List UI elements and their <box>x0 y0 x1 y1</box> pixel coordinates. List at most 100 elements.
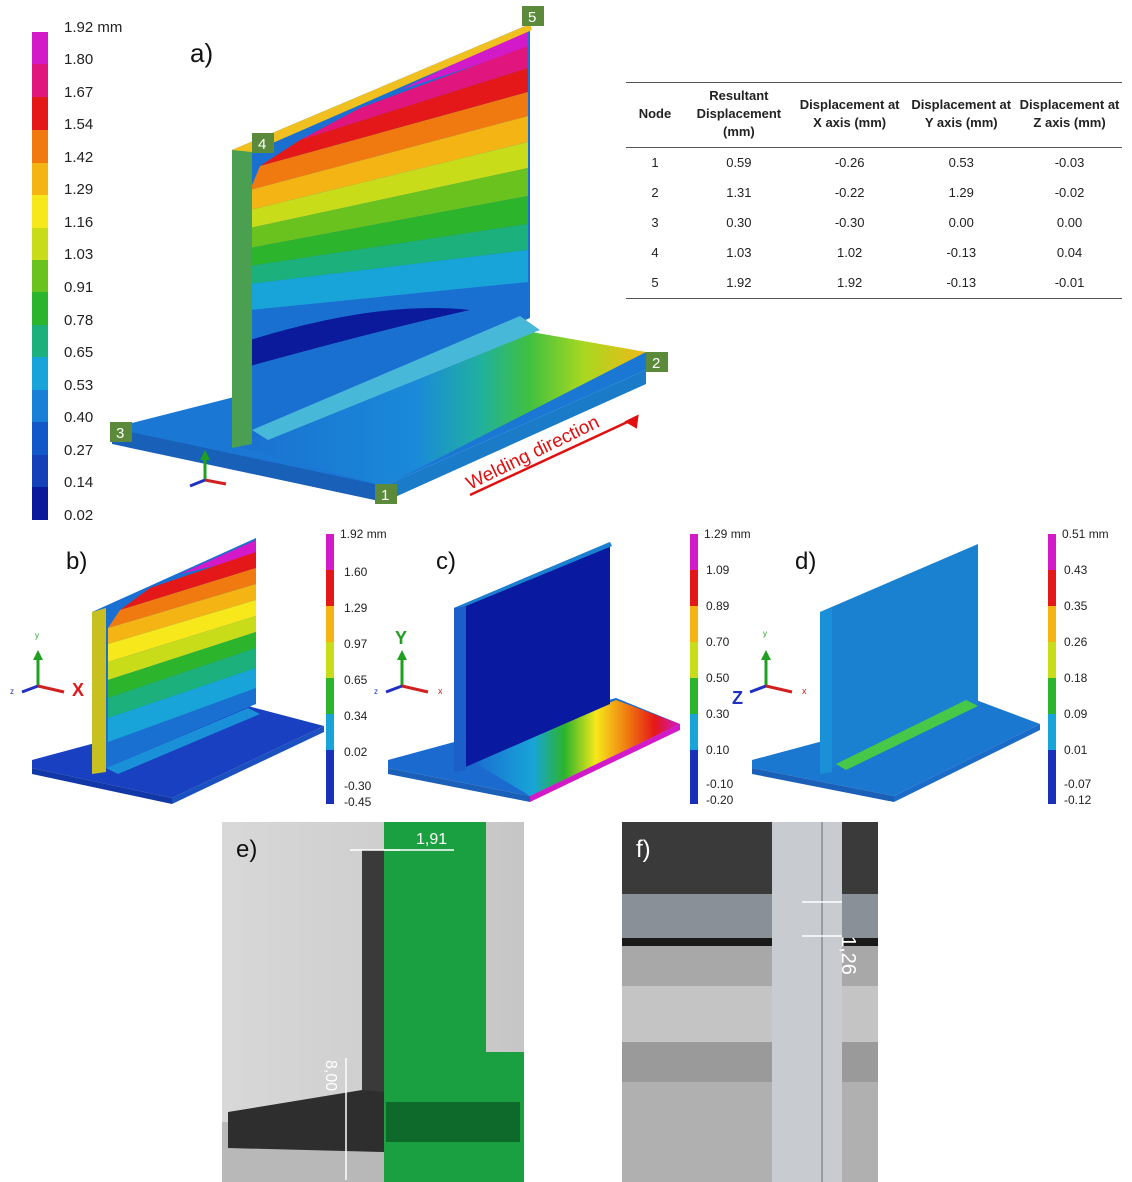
table-row: 4 1.03 1.02 -0.13 0.04 <box>626 238 1122 268</box>
svg-text:y: y <box>35 631 39 640</box>
legend-a-tick: 0.02 <box>64 507 93 524</box>
panel-f-photo: 1,26 <box>622 822 878 1182</box>
legend-d-top-label: 0.51 mm <box>1062 528 1109 541</box>
legend-a-tick: 1.54 <box>64 116 93 133</box>
panel-label-c: c) <box>436 548 456 575</box>
table-header: Resultant Displacement (mm) <box>683 82 794 148</box>
svg-text:z: z <box>10 687 14 696</box>
legend-b-tick: -0.45 <box>344 795 372 809</box>
panel-label-a: a) <box>190 38 214 68</box>
legend-d-tick: 0.18 <box>1064 671 1088 685</box>
table-row: 1 0.59 -0.26 0.53 -0.03 <box>626 148 1122 179</box>
table-header-row: Node Resultant Displacement (mm) Displac… <box>626 82 1122 148</box>
legend-d-tick: 0.43 <box>1064 563 1088 577</box>
table-cell: -0.13 <box>946 245 977 260</box>
table-cell: 0.04 <box>1056 245 1083 260</box>
legend-d-tick: 0.09 <box>1064 707 1088 721</box>
svg-text:4: 4 <box>258 136 266 153</box>
table-cell: 1 <box>651 155 659 170</box>
panel-label-d: d) <box>795 548 817 575</box>
legend-b-top-label: 1.92 mm <box>340 528 387 541</box>
measure-e-side: 8,00 <box>322 1060 339 1091</box>
table-cell: 3 <box>651 215 659 230</box>
displacement-table: Node Resultant Displacement (mm) Displac… <box>626 82 1122 299</box>
table-cell: -0.22 <box>834 185 865 200</box>
table-cell: 1.02 <box>836 245 863 260</box>
legend-b-tick: -0.30 <box>344 779 372 793</box>
table-header: Displacement at Z axis (mm) <box>1017 82 1122 148</box>
panel-label-b: b) <box>66 548 88 575</box>
axis-x-label-b: X <box>72 680 84 700</box>
table-header: Displacement at Y axis (mm) <box>905 82 1018 148</box>
legend-d-tick: -0.07 <box>1064 777 1092 791</box>
axis-z-label-d: Z <box>732 688 743 708</box>
legend-c-top-label: 1.29 mm <box>704 528 751 541</box>
panel-label-e: e) <box>236 836 258 863</box>
legend-d-tick: 0.35 <box>1064 599 1088 613</box>
legend-b-tick: 0.34 <box>344 709 368 723</box>
legend-c-colorbar <box>690 534 698 804</box>
legend-a-tick: 0.27 <box>64 442 93 459</box>
legend-b-tick: 1.60 <box>344 565 368 579</box>
table-cell: 1.92 <box>683 268 794 299</box>
axis-triad-a <box>189 450 227 488</box>
panel-a-figure: 1.92 mm 1.80 1.67 1.54 1.42 1.29 1.16 1.… <box>32 6 668 524</box>
table-cell: -0.13 <box>905 268 1018 299</box>
legend-b-tick: 0.02 <box>344 745 368 759</box>
node-marker-4: 4 <box>252 133 274 153</box>
table-cell: 2 <box>651 185 659 200</box>
svg-text:x: x <box>802 686 807 696</box>
legend-a-tick: 0.53 <box>64 377 93 394</box>
node-marker-5: 5 <box>522 6 544 26</box>
legend-d-tick: -0.12 <box>1064 793 1092 807</box>
legend-c-tick: 0.70 <box>706 635 730 649</box>
table-cell: -0.03 <box>1054 155 1085 170</box>
tjoint-model-a <box>112 24 646 502</box>
legend-a-tick: 0.40 <box>64 409 93 426</box>
svg-text:3: 3 <box>116 425 124 442</box>
table-cell: 1.92 <box>793 268 906 299</box>
legend-a-tick: 1.16 <box>64 214 93 231</box>
axis-y-label-c: Y <box>395 628 407 648</box>
legend-b-tick: 0.97 <box>344 637 368 651</box>
table-row: 3 0.30 -0.30 0.00 0.00 <box>626 208 1122 238</box>
legend-a-labels: 1.92 mm 1.80 1.67 1.54 1.42 1.29 1.16 1.… <box>64 19 122 524</box>
legend-c-tick: 1.09 <box>706 563 730 577</box>
svg-text:1: 1 <box>381 487 389 504</box>
table-cell: 0.00 <box>948 215 974 230</box>
legend-a-tick: 1.67 <box>64 84 93 101</box>
legend-a-tick: 0.78 <box>64 312 93 329</box>
legend-c-tick: -0.20 <box>706 793 734 807</box>
table-cell: 0.53 <box>948 155 974 170</box>
legend-a-tick: 1.03 <box>64 246 93 263</box>
legend-a-tick: 1.42 <box>64 149 93 166</box>
table-cell: 1.31 <box>726 185 752 200</box>
table-cell: 0.59 <box>726 155 752 170</box>
legend-a-top-label: 1.92 mm <box>64 19 122 36</box>
legend-d-colorbar <box>1048 534 1056 804</box>
svg-text:5: 5 <box>528 9 536 26</box>
axis-triad-c: Y x z <box>374 628 443 696</box>
legend-d-tick: 0.26 <box>1064 635 1088 649</box>
legend-d-tick: 0.01 <box>1064 743 1088 757</box>
table-row: 5 1.92 1.92 -0.13 -0.01 <box>626 268 1122 299</box>
tjoint-model-d <box>752 544 1040 802</box>
table-cell: 0.30 <box>726 215 752 230</box>
table-cell: 4 <box>651 245 659 260</box>
legend-b-tick: 0.65 <box>344 673 368 687</box>
table-cell: -0.26 <box>834 155 865 170</box>
legend-b-tick: 1.29 <box>344 601 368 615</box>
panels-bcd-figure: 1.92 mm 1.60 1.29 0.97 0.65 0.34 0.02 -0… <box>10 528 1109 809</box>
axis-triad-b: X y z <box>10 631 84 700</box>
legend-a-tick: 1.29 <box>64 181 93 198</box>
axis-triad-d: Z y x <box>732 629 807 708</box>
measure-e-top: 1,91 <box>416 831 447 848</box>
legend-a-tick: 0.65 <box>64 344 93 361</box>
svg-text:z: z <box>374 687 378 696</box>
legend-b-colorbar <box>326 534 334 804</box>
table-cell: -0.02 <box>1054 185 1085 200</box>
table-cell: 5 <box>626 268 684 299</box>
svg-text:y: y <box>763 629 767 638</box>
panel-label-f: f) <box>636 836 651 863</box>
legend-a-tick: 0.14 <box>64 474 93 491</box>
